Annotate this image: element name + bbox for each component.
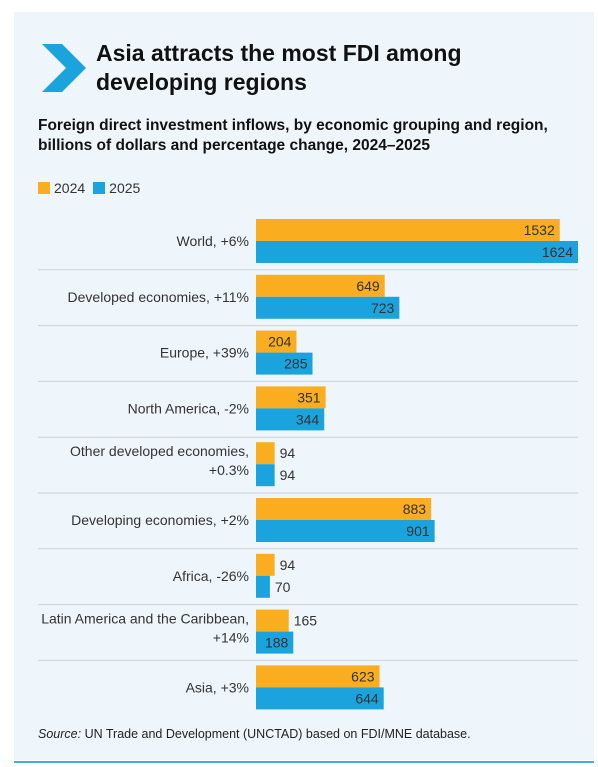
data-label-2024: 94 [280,445,296,461]
category-label: Developed economies, +11% [68,289,249,305]
bar-2025 [256,464,275,487]
data-label-2024: 649 [356,278,380,294]
data-label-2024: 165 [294,613,318,629]
bar-2025 [256,352,313,375]
legend-swatch-2024 [38,182,50,194]
source-note: Source: UN Trade and Development (UNCTAD… [38,727,471,741]
data-label-2025: 901 [406,523,430,539]
chart-subtitle: Foreign direct investment inflows, by ec… [38,117,548,154]
source-label: Source: [38,727,82,741]
bar-2024 [256,219,560,241]
category-label: +0.3% [209,462,249,478]
data-label-2025: 723 [371,300,395,316]
bar-2024 [256,665,380,688]
bar-2025 [256,241,578,263]
data-label-2025: 1624 [542,244,573,260]
category-label: Europe, +39% [160,345,249,361]
category-label: Developing economies, +2% [71,512,249,528]
chart-panel [14,12,594,760]
bar-2025 [256,296,400,319]
data-label-2024: 204 [268,334,292,350]
data-label-2025: 644 [355,690,379,706]
category-label: World, +6% [177,233,250,249]
data-label-2025: 94 [280,467,296,483]
category-label: North America, -2% [128,400,249,416]
data-label-2024: 94 [280,557,296,573]
bar-2024 [256,609,289,632]
data-label-2024: 351 [297,389,321,405]
bar-2025 [256,575,270,598]
source-text: UN Trade and Development (UNCTAD) based … [81,727,471,741]
data-label-2025: 70 [275,579,291,595]
data-label-2024: 883 [403,501,427,517]
bar-2024 [256,274,385,297]
bar-2025 [256,631,294,654]
data-label-2025: 188 [265,635,289,651]
chevron-icon [42,44,86,92]
legend-item-2024: 2024 [38,180,85,196]
legend-label-2025: 2025 [109,180,141,196]
category-label: Latin America and the Caribbean, [41,611,249,627]
legend-swatch-2025 [93,182,106,194]
category-label: Africa, -26% [173,568,249,584]
bar-2024 [256,386,326,409]
data-label-2025: 285 [284,356,308,372]
page-title: Asia attracts the most FDI among develop… [96,40,462,95]
data-label-2025: 344 [296,411,320,427]
category-label: Asia, +3% [186,679,249,695]
legend-item-2025: 2025 [93,180,140,196]
bar-2025 [256,520,435,542]
category-label: +14% [213,630,249,646]
bar-2024 [256,498,432,520]
bar-2024 [256,442,275,465]
bar-2025 [256,687,384,710]
data-label-2024: 1532 [524,222,555,238]
bottom-rule [14,761,594,763]
category-label: Other developed economies, [70,443,249,459]
bar-2024 [256,330,297,353]
chart-legend: 2024 2025 [38,180,148,196]
data-label-2024: 623 [351,668,375,684]
bar-2025 [256,408,325,431]
bar-2024 [256,553,275,576]
legend-label-2024: 2024 [54,180,86,196]
